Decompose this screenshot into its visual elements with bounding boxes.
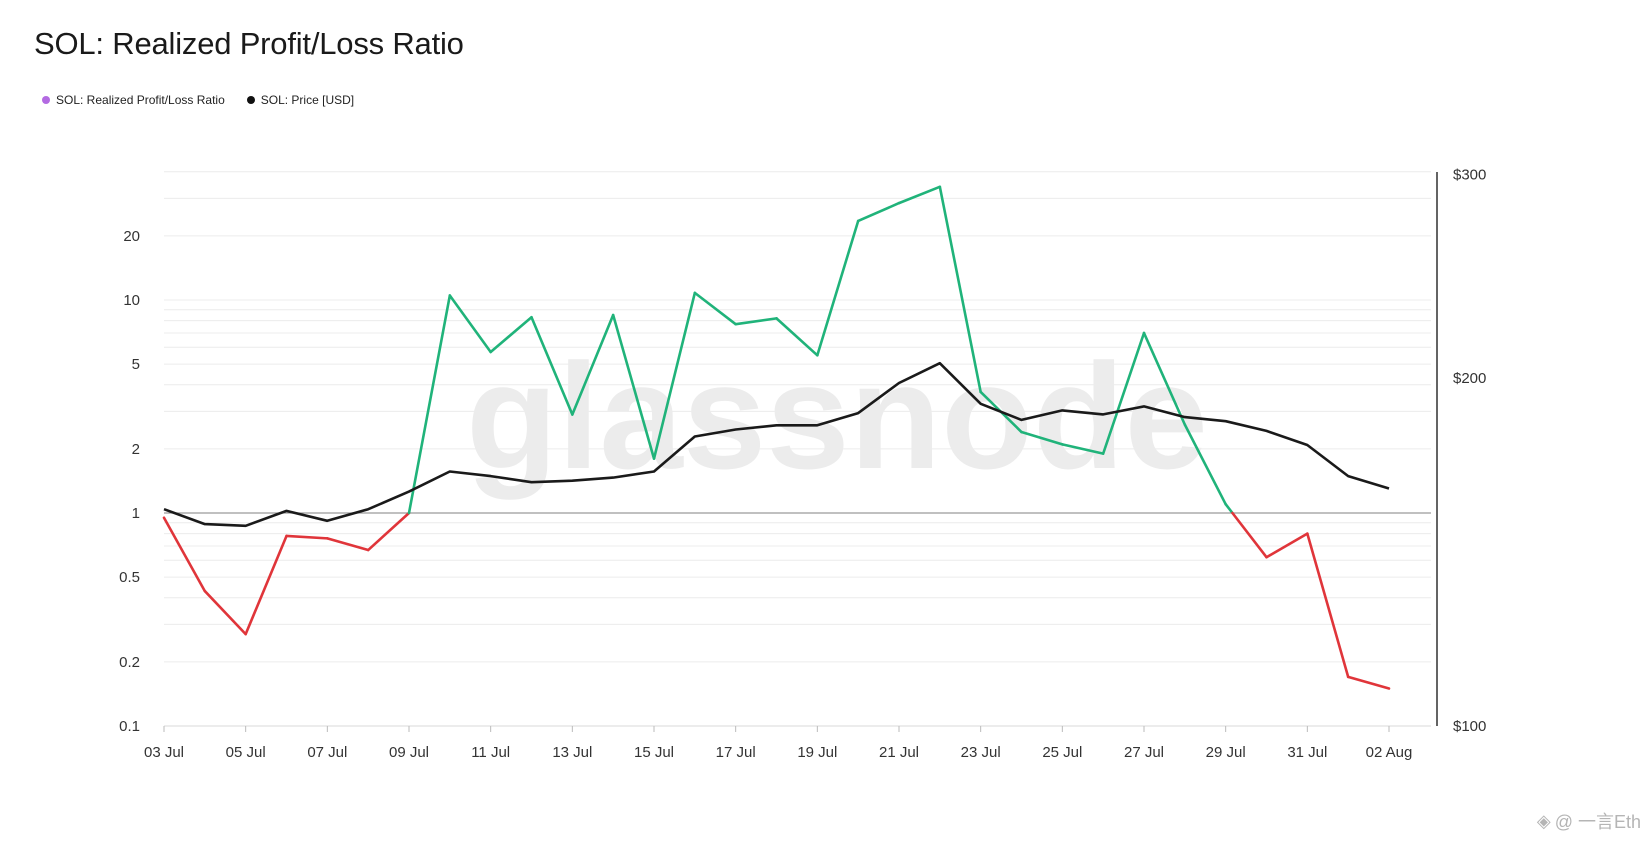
y-left-tick-label: 1 (132, 505, 140, 522)
ratio-segment (285, 534, 329, 540)
x-tick-label: 21 Jul (879, 744, 919, 761)
ratio-segment (162, 516, 207, 593)
ratio-segment (897, 185, 942, 205)
y-left-tick-label: 0.5 (119, 569, 140, 586)
x-tick-label: 09 Jul (389, 744, 429, 761)
ratio-segment (1061, 443, 1105, 455)
x-tick-label: 29 Jul (1206, 744, 1246, 761)
x-tick-label: 02 Aug (1366, 744, 1413, 761)
ratio-segment (1224, 502, 1234, 515)
ratio-segment (775, 317, 819, 357)
x-tick-label: 31 Jul (1287, 744, 1327, 761)
legend-dot-price (246, 96, 255, 104)
ratio-segment (530, 315, 574, 416)
ratio-segment (652, 291, 697, 460)
legend-label-ratio: SOL: Realized Profit/Loss Ratio (56, 93, 225, 107)
legend-label-price: SOL: Price [USD] (260, 93, 355, 107)
legend-item-ratio[interactable]: SOL: Realized Profit/Loss Ratio (42, 93, 225, 107)
y-left-tick-label: 0.2 (119, 654, 140, 671)
ratio-segment (244, 534, 288, 636)
y-left-tick-label: 20 (123, 228, 140, 245)
x-tick-label: 23 Jul (961, 744, 1001, 761)
ratio-segment (611, 313, 656, 460)
x-tick-label: 27 Jul (1124, 744, 1164, 761)
ratio-segment (1346, 675, 1391, 690)
ratio-segment (326, 537, 370, 552)
watermark: glassnode (466, 332, 1208, 500)
ratio-segment (489, 315, 533, 354)
ratio-segment (448, 294, 492, 354)
ratio-segment (366, 511, 411, 552)
ratio-segment (1020, 430, 1064, 446)
ratio-segment (1183, 423, 1227, 506)
y-right-tick-label: $100 (1453, 718, 1486, 735)
ratio-segment (203, 589, 247, 636)
binance-square-icon: ◈ (1536, 810, 1551, 831)
legend-item-price[interactable]: SOL: Price [USD] (246, 93, 355, 107)
ratio-segment (1306, 532, 1350, 679)
credit-text: @ 一言Eth (1554, 812, 1641, 832)
x-tick-label: 17 Jul (716, 744, 756, 761)
ratio-segment (693, 291, 737, 326)
axes: 0.1 0.2 0.5 1 2 5 10 20 $100 $200 $300 03 Jul 05 Jul… (119, 166, 1486, 761)
ratio-segment (407, 294, 452, 515)
legend-dot-ratio (42, 96, 50, 104)
price-line (163, 361, 1390, 528)
credit: ◈ @ 一言Eth (1537, 808, 1641, 834)
x-tick-label: 03 Jul (144, 744, 184, 761)
y-left-tick-label: 5 (132, 356, 140, 373)
ratio-segment (571, 313, 615, 416)
ratio-segment (1231, 511, 1268, 559)
x-tick-label: 13 Jul (552, 744, 592, 761)
ratio-segment (1101, 331, 1146, 455)
x-tick-label: 25 Jul (1042, 744, 1082, 761)
series-layer (162, 185, 1391, 690)
ratio-segment (816, 219, 860, 357)
grid-lines (164, 171, 1431, 727)
ratio-segment (1142, 331, 1187, 426)
x-tick-label: 19 Jul (797, 744, 837, 761)
x-tick-label: 05 Jul (226, 744, 266, 761)
x-tick-label: 11 Jul (471, 744, 510, 761)
ratio-segment (856, 201, 901, 223)
x-tick-label: 15 Jul (634, 744, 674, 761)
ratio-segment (1265, 532, 1309, 559)
ratio-segment (938, 185, 982, 394)
y-left-tick-label: 2 (132, 441, 140, 458)
y-left-tick-label: 0.1 (119, 718, 140, 735)
legend: SOL: Realized Profit/Loss Ratio SOL: Pri… (42, 93, 354, 107)
y-left-tick-label: 10 (123, 292, 140, 309)
y-right-tick-label: $200 (1453, 370, 1486, 387)
ratio-segment (734, 317, 778, 326)
chart-title: SOL: Realized Profit/Loss Ratio (34, 26, 464, 61)
y-right-tick-label: $300 (1453, 166, 1486, 183)
x-tick-label: 07 Jul (307, 744, 347, 761)
